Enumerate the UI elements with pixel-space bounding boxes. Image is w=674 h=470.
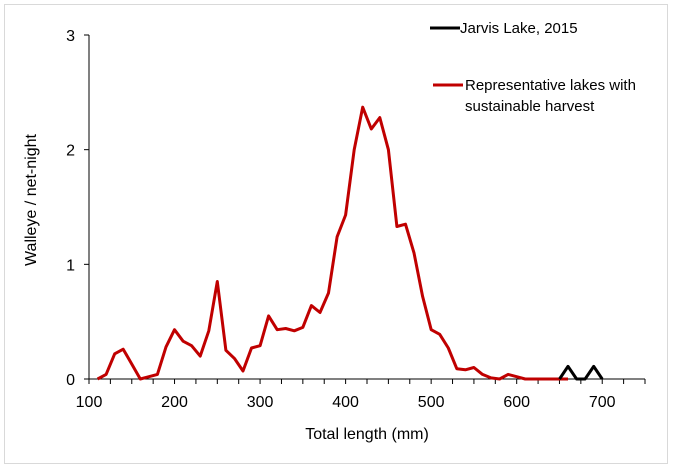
x-tick-label: 700 — [589, 394, 616, 411]
y-tick-label: 0 — [66, 372, 75, 389]
x-tick-label: 400 — [332, 394, 359, 411]
y-ticks: 0 1 2 3 — [66, 28, 89, 389]
x-tick-label: 600 — [503, 394, 530, 411]
x-tick-label: 500 — [418, 394, 445, 411]
x-tick-label: 100 — [76, 394, 103, 411]
x-axis-title: Total length (mm) — [305, 426, 429, 443]
y-tick-label: 1 — [66, 257, 75, 274]
y-tick-label: 2 — [66, 143, 75, 160]
chart-frame: 100 200 300 400 500 600 700 0 1 2 3 Total length … — [4, 4, 668, 464]
legend-label-jarvis: Jarvis Lake, 2015 — [460, 20, 578, 37]
x-tick-label: 300 — [247, 394, 274, 411]
y-axis-title: Walleye / net-night — [23, 133, 40, 265]
series-line-jarvis — [558, 364, 604, 381]
legend-label-representative: Representative lakes with sustainable har… — [465, 77, 636, 115]
series-layer — [96, 105, 604, 381]
axes: 100 200 300 400 500 600 700 0 1 2 3 — [66, 28, 646, 411]
legend: Jarvis Lake, 2015 Representative lakes w… — [430, 20, 636, 115]
x-ticks: 100 200 300 400 500 600 700 — [76, 379, 646, 411]
walleye-length-chart: 100 200 300 400 500 600 700 0 1 2 3 Total length … — [23, 20, 646, 443]
y-tick-label: 3 — [66, 28, 75, 45]
series-line-representative — [96, 105, 568, 381]
x-tick-label: 200 — [161, 394, 188, 411]
